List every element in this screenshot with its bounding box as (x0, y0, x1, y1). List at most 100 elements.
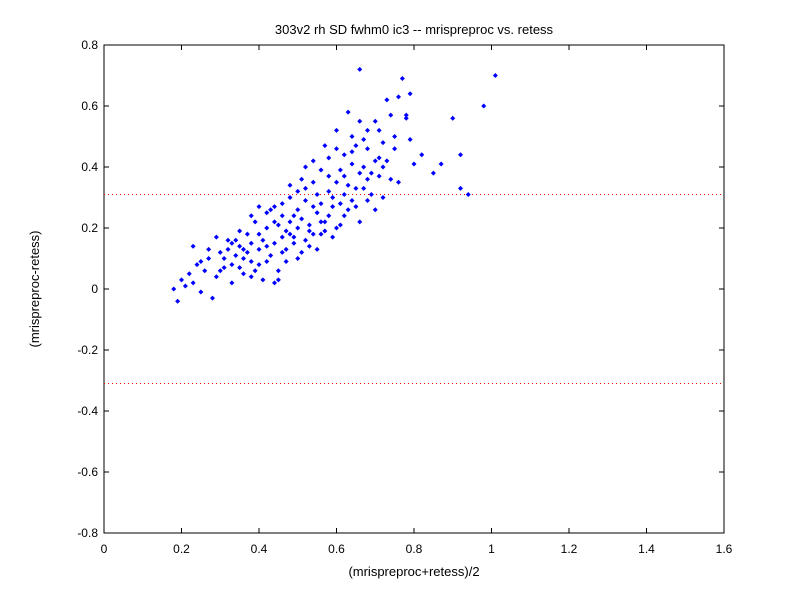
data-point (225, 246, 231, 252)
data-point (272, 219, 277, 225)
x-tick-label: 1.2 (561, 542, 578, 556)
data-point (353, 143, 359, 149)
x-axis-label: (mrispreproc+retess)/2 (348, 564, 479, 579)
chart-title: 303v2 rh SD fwhm0 ic3 -- mrispreproc vs.… (275, 22, 554, 37)
data-point (213, 274, 219, 280)
data-point (248, 240, 254, 246)
plot-area (103, 44, 725, 534)
data-point (310, 179, 316, 185)
data-point (334, 146, 339, 152)
data-point (275, 277, 281, 283)
data-point (179, 277, 184, 283)
data-point (411, 161, 417, 167)
y-tick-label: 0 (91, 282, 98, 296)
data-point (252, 219, 258, 225)
data-point (198, 259, 204, 265)
data-point (295, 188, 301, 194)
data-point (403, 115, 409, 121)
data-point (334, 127, 339, 133)
data-point (380, 164, 386, 170)
data-point (407, 91, 413, 97)
data-point (194, 262, 200, 268)
data-point (206, 246, 212, 252)
data-point (357, 66, 363, 72)
data-point (237, 243, 243, 249)
data-point (380, 195, 386, 200)
x-tick-label: 1 (488, 542, 495, 556)
data-points (171, 66, 498, 304)
data-point (376, 155, 382, 161)
data-point (326, 213, 332, 219)
y-tick-label: 0.2 (81, 221, 98, 235)
data-point (213, 234, 219, 240)
data-point (465, 191, 471, 197)
y-tick-label: 0.6 (81, 99, 98, 113)
data-point (303, 164, 308, 170)
data-point (186, 271, 192, 277)
data-point (341, 213, 347, 219)
data-point (330, 195, 336, 200)
data-point (248, 213, 254, 219)
data-point (357, 170, 363, 176)
data-point (314, 210, 320, 216)
data-point (275, 222, 281, 228)
data-point (337, 167, 343, 173)
data-point (279, 213, 285, 219)
data-point (291, 213, 297, 219)
data-point (365, 146, 370, 152)
data-point (295, 225, 301, 231)
data-point (361, 164, 367, 170)
data-point (372, 207, 378, 213)
data-point (353, 185, 359, 191)
data-point (291, 234, 297, 240)
data-point (299, 216, 305, 222)
data-point (341, 191, 347, 197)
data-point (318, 219, 324, 225)
data-point (361, 137, 367, 143)
data-point (221, 265, 227, 271)
data-point (272, 280, 277, 286)
data-point (399, 76, 405, 82)
data-point (388, 112, 394, 118)
data-point (361, 185, 367, 191)
data-point (372, 118, 378, 124)
data-point (349, 149, 355, 155)
data-point (430, 170, 436, 176)
data-point (287, 195, 293, 200)
data-point (326, 188, 332, 194)
data-point (349, 134, 355, 139)
data-point (256, 246, 262, 252)
y-tick-label: -0.8 (77, 526, 98, 540)
data-point (337, 222, 343, 228)
data-point (221, 256, 227, 261)
data-point (198, 289, 204, 295)
data-point (175, 298, 181, 304)
y-tick-label: -0.6 (77, 465, 98, 479)
data-point (380, 140, 386, 146)
data-point (353, 204, 359, 210)
data-point (264, 243, 270, 249)
data-point (314, 246, 320, 252)
data-point (260, 237, 266, 243)
data-point (407, 137, 413, 143)
data-point (314, 191, 320, 197)
data-point (299, 176, 305, 182)
data-point (376, 127, 382, 133)
data-point (171, 286, 177, 292)
y-tick-label: -0.2 (77, 343, 98, 357)
data-point (206, 256, 212, 261)
data-point (241, 271, 246, 277)
data-point (330, 204, 336, 210)
data-point (217, 268, 223, 274)
data-point (299, 249, 305, 255)
y-tick-label: 0.4 (81, 160, 98, 174)
data-point (256, 262, 262, 268)
data-point (295, 207, 301, 213)
axis-ticks: 0 0.2 0.4 0.6 0.8 1 1.2 1.4 1.6 -0.8 -0.6 -0.4 -0.2 0… (77, 38, 732, 556)
data-point (372, 158, 378, 164)
data-point (396, 94, 401, 100)
data-point (248, 259, 254, 265)
data-point (365, 198, 370, 204)
data-point (318, 167, 324, 173)
data-point (345, 207, 351, 213)
